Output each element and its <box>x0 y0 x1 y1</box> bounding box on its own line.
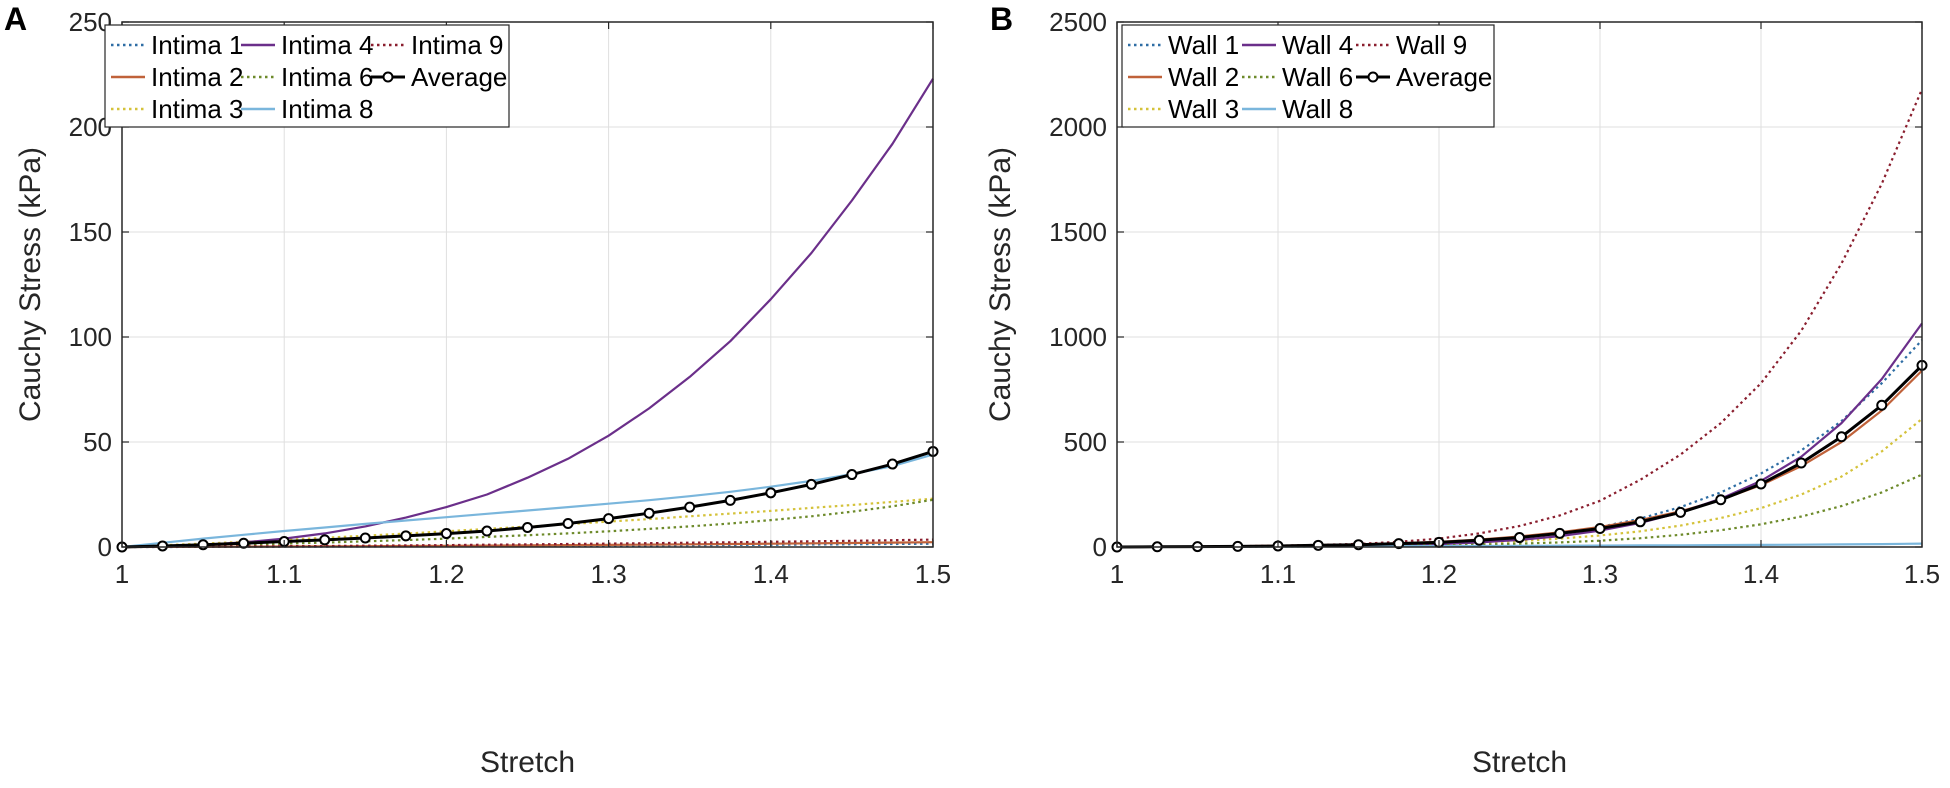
legend-label: Intima 1 <box>151 30 244 60</box>
legend-label: Average <box>1396 62 1492 92</box>
average-marker <box>684 501 696 513</box>
average-marker <box>1876 399 1888 411</box>
average-marker <box>724 494 736 506</box>
average-marker <box>359 532 371 544</box>
average-marker <box>846 469 858 481</box>
average-marker <box>1594 523 1606 535</box>
average-marker <box>805 478 817 490</box>
legend-label: Intima 9 <box>411 30 504 60</box>
axes-box <box>1116 21 1923 548</box>
x-tick-label: 1.4 <box>1743 559 1779 589</box>
legend-label: Wall 6 <box>1282 62 1353 92</box>
average-marker <box>1634 516 1646 528</box>
panel-label: A <box>4 1 27 37</box>
legend-label: Wall 2 <box>1168 62 1239 92</box>
average-marker <box>1353 539 1364 551</box>
axes-box <box>121 21 934 548</box>
y-tick-label: 1000 <box>1049 322 1107 352</box>
y-tick-label: 100 <box>69 322 112 352</box>
average-marker <box>1675 506 1686 518</box>
average-marker <box>400 530 412 542</box>
y-tick-label: 150 <box>69 217 112 247</box>
x-tick-label: 1.5 <box>1904 559 1940 589</box>
legend-marker <box>382 71 394 83</box>
panel-label: B <box>990 1 1013 37</box>
average-marker <box>1393 538 1405 550</box>
y-tick-label: 50 <box>83 427 112 457</box>
average-marker <box>440 528 452 540</box>
y-tick-label: 2500 <box>1049 7 1107 37</box>
legend-label: Intima 8 <box>281 94 374 124</box>
x-tick-label: 1 <box>115 559 129 589</box>
legend-label: Wall 4 <box>1282 30 1353 60</box>
x-tick-label: 1.3 <box>1582 559 1618 589</box>
y-tick-label: 500 <box>1064 427 1107 457</box>
y-tick-label: 2000 <box>1049 112 1107 142</box>
average-marker <box>643 507 655 519</box>
average-marker <box>1836 431 1847 443</box>
x-tick-label: 1.3 <box>591 559 627 589</box>
legend-label: Wall 9 <box>1396 30 1467 60</box>
legend-label: Intima 2 <box>151 62 244 92</box>
average-marker <box>197 539 209 551</box>
average-marker <box>481 525 493 537</box>
average-marker <box>562 517 574 529</box>
legend-label: Intima 3 <box>151 94 244 124</box>
series-line-intima-8 <box>121 453 934 549</box>
x-axis-title: Stretch <box>480 746 575 779</box>
average-marker <box>1473 534 1485 546</box>
average-marker <box>765 487 777 499</box>
y-tick-label: 1500 <box>1049 217 1107 247</box>
x-tick-label: 1 <box>1110 559 1124 589</box>
legend-box <box>1121 24 1495 128</box>
x-tick-label: 1.2 <box>428 559 464 589</box>
legend-label: Intima 4 <box>281 30 374 60</box>
y-tick-label: 0 <box>98 532 112 562</box>
legend-box <box>104 24 510 128</box>
x-tick-label: 1.4 <box>753 559 789 589</box>
panel-b: 1 1.1 1.2 1.3 1.4 1.5 0 500 1000 1500 2000 2500 Stre… <box>984 1 1940 779</box>
average-marker <box>1514 532 1525 544</box>
average-marker <box>1795 457 1807 469</box>
legend-label: Wall 1 <box>1168 30 1239 60</box>
x-tick-label: 1.1 <box>266 559 302 589</box>
y-axis-title: Cauchy Stress (kPa) <box>14 147 47 422</box>
legend-label: Wall 8 <box>1282 94 1353 124</box>
x-axis-title: Stretch <box>1472 746 1567 779</box>
average-marker <box>1715 494 1727 506</box>
legend-marker <box>1367 71 1379 83</box>
average-marker <box>157 540 169 552</box>
average-marker <box>522 521 533 533</box>
x-tick-label: 1.5 <box>915 559 951 589</box>
average-marker <box>1554 527 1566 539</box>
average-marker <box>886 458 898 470</box>
average-marker <box>1312 539 1324 551</box>
average-marker <box>319 534 331 546</box>
legend-label: Wall 3 <box>1168 94 1239 124</box>
y-tick-label: 0 <box>1093 532 1107 562</box>
y-axis-title: Cauchy Stress (kPa) <box>984 147 1017 422</box>
panel-a: 1 1.1 1.2 1.3 1.4 1.5050100150200250StretchCa… <box>4 1 951 779</box>
average-marker <box>1755 478 1767 490</box>
x-tick-label: 1.2 <box>1421 559 1457 589</box>
legend-label: Intima 6 <box>281 62 374 92</box>
legend-label: Average <box>411 62 507 92</box>
x-tick-label: 1.1 <box>1260 559 1296 589</box>
average-marker <box>603 513 615 525</box>
